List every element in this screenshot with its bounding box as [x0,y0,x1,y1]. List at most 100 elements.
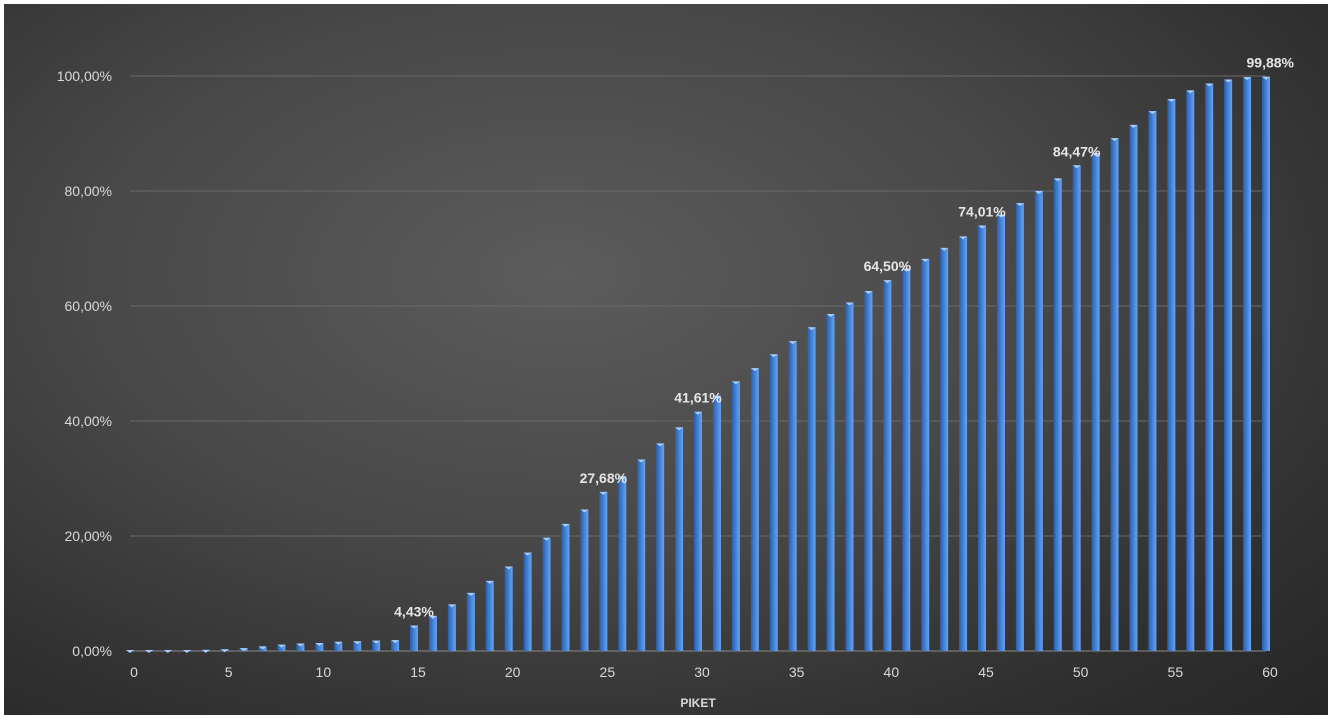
bar [1243,77,1252,651]
bar [694,411,702,651]
bar-cap [845,302,854,306]
bar-cap [504,566,513,570]
bar [1224,79,1233,651]
data-label: 41,61% [674,390,722,406]
bar [1205,83,1214,652]
x-tick-label: 20 [505,664,521,680]
bar-cap [1243,77,1252,81]
bar-cap [258,646,267,650]
bar-cap [428,615,437,619]
bar-cap [1129,124,1138,128]
data-label: 64,50% [864,258,912,274]
data-label: 27,68% [580,470,628,486]
bar-cap [675,427,684,431]
data-label: 99,88% [1247,55,1295,71]
x-tick-label: 45 [978,664,994,680]
bar [428,615,437,651]
bar [410,625,418,651]
bar-chart: 0,00% 20,00% 40,00% 60,00% 80,00% 100,00% 0 5 1… [57,55,1295,710]
y-tick-label: 20,00% [65,528,112,544]
bar-cap [1148,111,1157,115]
bar-cap [410,625,418,629]
bar [1167,99,1176,651]
bar [750,368,759,651]
bar-cap [599,491,608,495]
bar [315,642,324,651]
bar-cap [712,395,721,399]
bar-cap [126,650,134,653]
bar-cap [239,648,248,652]
bar [599,491,608,651]
x-tick-label: 25 [600,664,616,680]
bar [712,395,721,651]
bar [637,459,646,651]
x-tick-label: 35 [789,664,805,680]
bar-cap [561,523,570,527]
bar-cap [656,443,665,447]
bar-cap [769,354,778,358]
bar [296,643,305,651]
bar [921,258,930,651]
x-tick-label: 15 [410,664,426,680]
bar-cap [1262,76,1270,80]
x-axis-title: PIKET [680,696,716,710]
bar [1015,203,1024,651]
bar-cap [1205,83,1214,87]
bar-cap [750,368,759,372]
bar-cap [694,411,702,415]
bar [940,247,949,652]
bar-cap [1224,79,1233,83]
x-tick-label: 60 [1262,664,1278,680]
bar [485,580,494,651]
bar-cap [163,650,172,653]
bar-cap [1186,90,1195,94]
bar-cap [940,247,949,251]
bar-cap [637,459,646,463]
bar-cap [296,643,305,647]
bar-cap [372,640,381,644]
data-labels: 4,43% 27,68% 41,61% 64,50% 74,01% 84,47% 99,88… [394,55,1294,620]
x-tick-label: 30 [694,664,710,680]
bar [1129,124,1138,651]
bar [788,341,797,651]
bar [883,280,892,651]
bar [996,214,1005,651]
bar-cap [1053,178,1062,182]
bar [1034,191,1043,651]
bar-cap [788,341,797,345]
bar [277,644,286,651]
bar [1186,90,1195,651]
data-label: 4,43% [394,604,434,620]
bar [1148,111,1157,651]
bar-cap [144,650,153,653]
bar [769,354,778,651]
x-tick-label: 50 [1073,664,1089,680]
bars [126,76,1270,653]
bar [523,552,532,651]
bar-cap [447,604,456,608]
bar [334,641,343,651]
bar [826,314,835,651]
data-label: 84,47% [1053,143,1101,159]
bar [561,523,570,651]
bar-cap [391,640,400,644]
y-tick-label: 100,00% [57,68,112,84]
bar [1110,138,1119,652]
bar [447,604,456,651]
bar [353,641,362,651]
bar-cap [353,641,362,645]
bar-cap [580,509,589,513]
y-tick-label: 60,00% [65,298,112,314]
bar-cap [315,642,324,646]
bar-cap [1072,165,1081,169]
y-tick-label: 0,00% [72,643,112,659]
bar-cap [542,537,551,541]
bar-cap [1034,191,1043,194]
bar-cap [277,644,286,648]
bar-cap [996,214,1005,218]
bar [845,302,854,651]
x-tick-label: 10 [316,664,332,680]
bar-cap [883,280,892,284]
bar-cap [921,258,930,262]
y-tick-label: 40,00% [65,413,112,429]
